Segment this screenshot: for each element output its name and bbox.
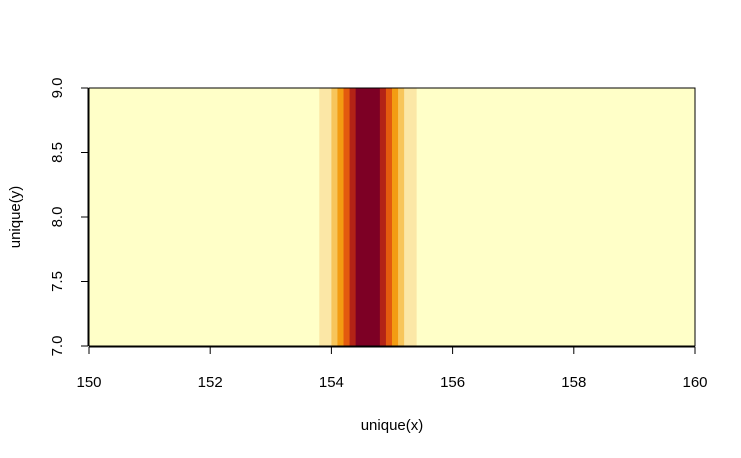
heatmap-band-1 <box>331 88 338 346</box>
x-axis-title: unique(x) <box>361 417 424 434</box>
x-tick-label: 160 <box>682 374 707 391</box>
x-tick-label: 150 <box>76 374 101 391</box>
y-tick-label: 7.5 <box>49 271 66 292</box>
x-tick-label: 156 <box>440 374 465 391</box>
x-tick-label: 152 <box>198 374 223 391</box>
heatmap-band-2 <box>337 88 344 346</box>
y-tick-label: 8.0 <box>49 207 66 228</box>
heatmap-band-8 <box>392 88 399 346</box>
heatmap-band-4 <box>349 88 357 346</box>
heatmap-band-9 <box>398 88 405 346</box>
y-tick-label: 8.5 <box>49 142 66 163</box>
y-axis-title: unique(y) <box>7 186 24 249</box>
heatmap-bands <box>319 88 417 346</box>
heatmap-band-7 <box>385 88 393 346</box>
x-tick-label: 154 <box>319 374 344 391</box>
x-axis: 150 152 154 156 158 160 <box>76 346 708 391</box>
plot-border <box>88 87 696 347</box>
heatmap-band-10 <box>404 88 417 346</box>
heatmap-band-6 <box>379 88 387 346</box>
y-axis: 7.0 7.5 8.0 8.5 9.0 <box>49 78 89 357</box>
heatmap-band-0 <box>319 88 332 346</box>
heatmap-band-3 <box>343 88 350 346</box>
y-tick-label: 7.0 <box>49 336 66 357</box>
y-tick-label: 9.0 <box>49 78 66 99</box>
x-tick-label: 158 <box>561 374 586 391</box>
heatmap-band-5 <box>355 88 381 346</box>
